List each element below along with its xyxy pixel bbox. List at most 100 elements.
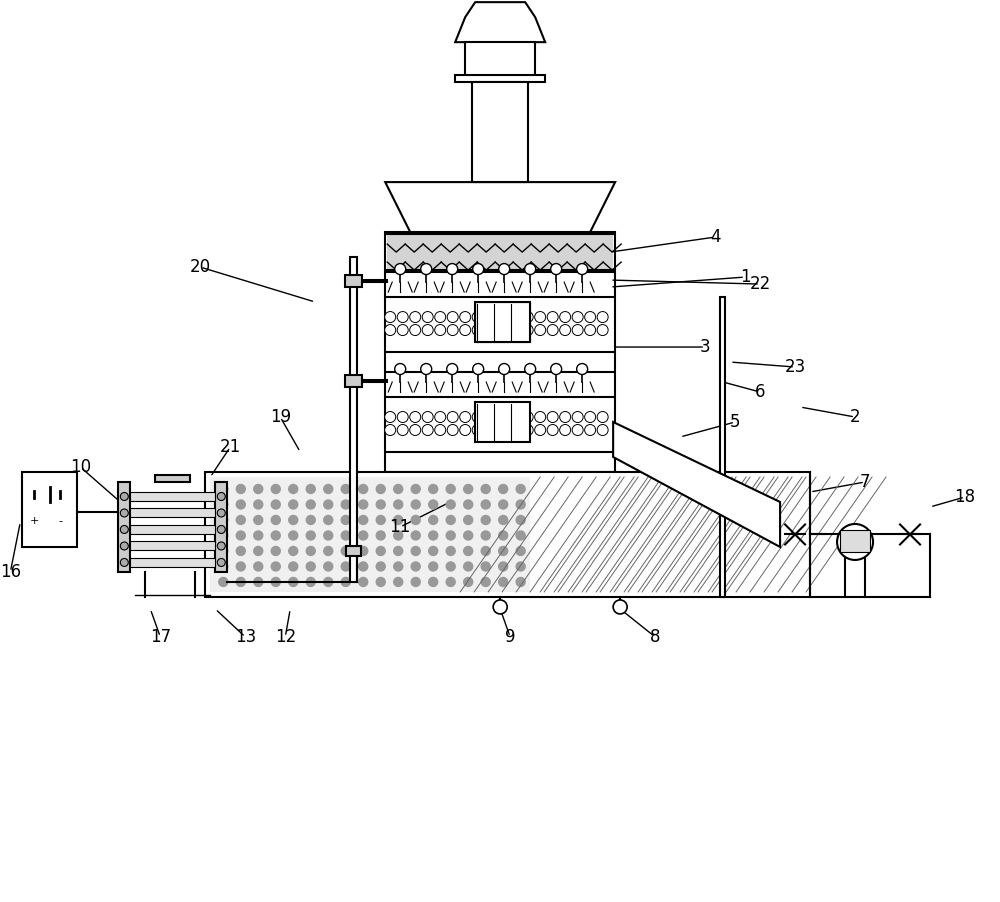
Circle shape: [289, 577, 298, 586]
Circle shape: [394, 484, 403, 493]
Circle shape: [376, 577, 385, 586]
Circle shape: [217, 509, 225, 517]
Circle shape: [120, 526, 128, 533]
Circle shape: [597, 311, 608, 323]
Circle shape: [481, 484, 490, 493]
Circle shape: [394, 547, 403, 556]
Circle shape: [464, 577, 473, 586]
Circle shape: [446, 547, 455, 556]
Circle shape: [324, 500, 333, 509]
Circle shape: [306, 484, 315, 493]
Circle shape: [254, 531, 263, 540]
Circle shape: [485, 325, 496, 336]
Circle shape: [499, 364, 510, 374]
Circle shape: [341, 515, 350, 524]
Circle shape: [219, 547, 228, 556]
Circle shape: [560, 311, 571, 323]
Circle shape: [411, 500, 420, 509]
Circle shape: [572, 411, 583, 422]
Circle shape: [481, 531, 490, 540]
Bar: [130, 525, 215, 534]
Text: +: +: [30, 516, 39, 526]
Circle shape: [551, 263, 562, 274]
Circle shape: [460, 311, 471, 323]
Circle shape: [597, 425, 608, 436]
Circle shape: [289, 484, 298, 493]
Text: 5: 5: [730, 413, 740, 431]
Circle shape: [472, 325, 483, 336]
Circle shape: [429, 577, 438, 586]
Bar: [720, 297, 725, 597]
Circle shape: [254, 500, 263, 509]
Circle shape: [120, 492, 128, 501]
Circle shape: [271, 577, 280, 586]
Circle shape: [464, 484, 473, 493]
Circle shape: [411, 531, 420, 540]
Circle shape: [447, 364, 458, 374]
Circle shape: [446, 531, 455, 540]
Circle shape: [394, 515, 403, 524]
Bar: [475, 302, 530, 342]
Bar: [350, 257, 357, 582]
Circle shape: [324, 531, 333, 540]
Circle shape: [472, 425, 483, 436]
Circle shape: [473, 263, 484, 274]
Text: 23: 23: [784, 358, 806, 376]
Circle shape: [435, 425, 446, 436]
Circle shape: [464, 531, 473, 540]
Circle shape: [429, 531, 438, 540]
Circle shape: [359, 562, 368, 571]
Circle shape: [324, 577, 333, 586]
Circle shape: [516, 515, 525, 524]
Circle shape: [376, 515, 385, 524]
Text: 4: 4: [710, 228, 720, 246]
Circle shape: [585, 311, 596, 323]
Circle shape: [385, 425, 396, 436]
Circle shape: [421, 263, 432, 274]
Bar: [455, 75, 545, 82]
Circle shape: [481, 500, 490, 509]
Circle shape: [547, 425, 558, 436]
Circle shape: [324, 484, 333, 493]
Circle shape: [435, 325, 446, 336]
Bar: [346, 546, 361, 556]
Circle shape: [572, 425, 583, 436]
Circle shape: [429, 515, 438, 524]
Bar: [472, 82, 528, 182]
Text: 17: 17: [150, 628, 171, 646]
Circle shape: [289, 500, 298, 509]
Circle shape: [522, 311, 533, 323]
Circle shape: [376, 531, 385, 540]
Circle shape: [236, 577, 245, 586]
Circle shape: [271, 531, 280, 540]
Circle shape: [446, 500, 455, 509]
Circle shape: [120, 542, 128, 550]
Text: 1: 1: [740, 268, 750, 286]
Circle shape: [306, 562, 315, 571]
Circle shape: [219, 515, 228, 524]
Bar: [345, 375, 362, 387]
Circle shape: [522, 325, 533, 336]
Circle shape: [560, 411, 571, 422]
Circle shape: [254, 515, 263, 524]
Circle shape: [306, 515, 315, 524]
Circle shape: [410, 311, 421, 323]
Bar: [215, 482, 227, 572]
Circle shape: [560, 325, 571, 336]
Circle shape: [460, 411, 471, 422]
Circle shape: [422, 425, 433, 436]
Bar: [155, 475, 190, 482]
Circle shape: [597, 411, 608, 422]
Circle shape: [397, 411, 408, 422]
Circle shape: [446, 515, 455, 524]
Bar: [540, 477, 720, 592]
Circle shape: [551, 364, 562, 374]
Circle shape: [236, 531, 245, 540]
Circle shape: [516, 500, 525, 509]
Circle shape: [324, 515, 333, 524]
Circle shape: [217, 558, 225, 566]
Circle shape: [254, 484, 263, 493]
Text: 2: 2: [850, 408, 860, 426]
Circle shape: [535, 311, 546, 323]
Bar: [475, 302, 530, 342]
